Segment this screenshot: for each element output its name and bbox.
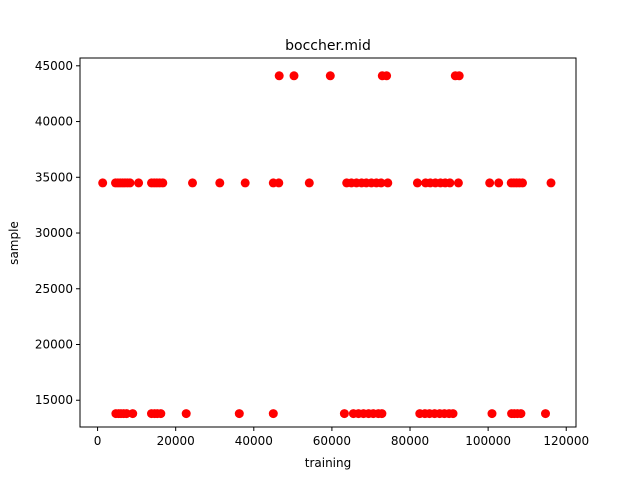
data-point (448, 409, 458, 419)
data-point (376, 178, 386, 188)
plot-frame (79, 57, 577, 428)
y-tick-label: 30000 (35, 226, 73, 240)
data-point (128, 409, 138, 419)
x-tick-label: 80000 (391, 434, 429, 448)
y-tick-label: 40000 (35, 115, 73, 129)
x-axis-ticks: 0 20000 40000 60000 80000 100000 120000 (94, 427, 589, 448)
data-point (412, 178, 422, 188)
data-point (240, 178, 250, 188)
data-point (122, 409, 131, 419)
data-point (125, 178, 135, 188)
data-point (383, 178, 393, 188)
y-tick-label: 35000 (35, 170, 73, 184)
data-point (304, 178, 314, 188)
x-tick-label: 20000 (157, 434, 195, 448)
data-point (289, 71, 299, 81)
data-point (445, 178, 455, 188)
y-tick-label: 20000 (35, 338, 73, 352)
data-point (268, 409, 278, 419)
x-tick-label: 120000 (543, 434, 589, 448)
y-axis-ticks: 15000 20000 25000 30000 35000 40000 45000 (35, 59, 80, 407)
data-point (453, 178, 463, 188)
data-point (546, 178, 556, 188)
data-point (98, 178, 108, 188)
data-point (518, 178, 527, 188)
data-point (234, 409, 244, 419)
data-point (274, 71, 284, 81)
data-point (485, 178, 495, 188)
data-point (339, 409, 349, 419)
data-point (325, 71, 335, 81)
x-tick-label: 100000 (465, 434, 511, 448)
y-tick-label: 25000 (35, 282, 73, 296)
data-point (541, 409, 550, 419)
y-tick-label: 45000 (35, 59, 73, 73)
data-point (516, 409, 526, 419)
data-point (156, 409, 166, 419)
data-point (134, 178, 144, 188)
x-tick-label: 60000 (313, 434, 351, 448)
data-point (181, 409, 191, 419)
data-point (494, 178, 504, 188)
data-point (377, 409, 387, 419)
data-point (158, 178, 168, 188)
data-point (215, 178, 225, 188)
data-point (188, 178, 197, 188)
x-tick-label: 40000 (235, 434, 273, 448)
data-point (487, 409, 497, 419)
data-point (382, 71, 392, 81)
data-point (454, 71, 464, 81)
x-tick-label: 0 (94, 434, 102, 448)
y-tick-label: 15000 (35, 393, 73, 407)
x-axis-label: training (305, 456, 352, 470)
y-axis-label: sample (7, 221, 21, 265)
chart-title: boccher.mid (285, 38, 371, 54)
data-points (98, 71, 556, 419)
data-point (274, 178, 284, 188)
